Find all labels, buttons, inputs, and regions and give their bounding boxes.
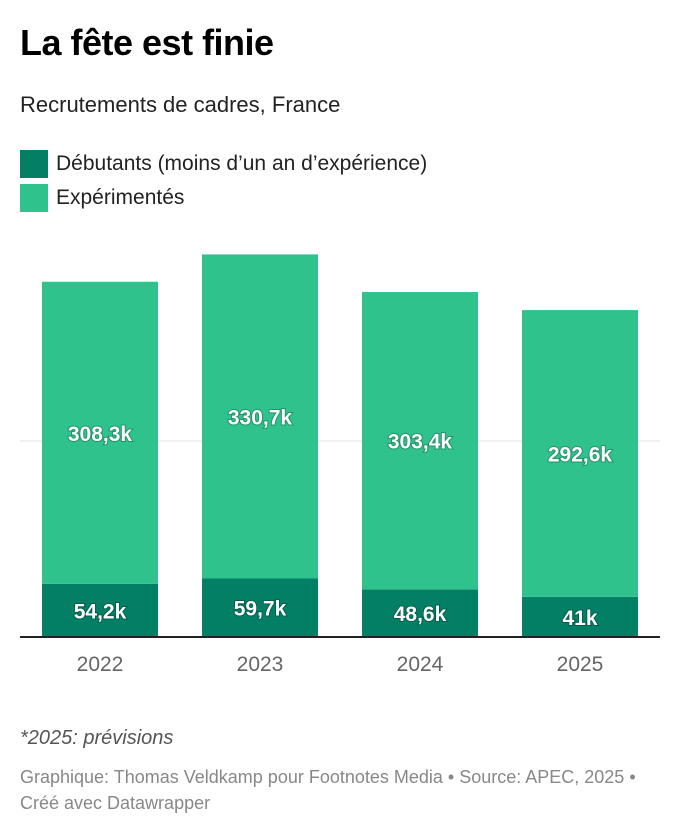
data-label: 41k: [562, 607, 597, 630]
bar-segment-experimentes-2022: [42, 281, 158, 584]
data-label: 48,6k: [394, 603, 447, 626]
bar-segment-debutants-2023: [202, 578, 318, 637]
x-tick-label: 2025: [557, 653, 604, 676]
source-footer: Graphique: Thomas Veldkamp pour Footnote…: [20, 767, 636, 813]
data-label: 292,6k: [548, 443, 613, 466]
chart-title: La fête est finie: [20, 22, 274, 63]
legend-label: Expérimentés: [56, 186, 185, 209]
data-label: 303,4k: [388, 431, 453, 454]
bar-segment-experimentes-2024: [362, 292, 478, 590]
x-tick-label: 2024: [397, 653, 444, 676]
chart-subtitle: Recrutements de cadres, France: [20, 92, 341, 117]
legend: Débutants (moins d’un an d’expérience) E…: [20, 147, 427, 215]
legend-item-debutants: Débutants (moins d’un an d’expérience): [20, 147, 427, 181]
stacked-bar-chart: 54,2k 308,3k 2022 59,7k 330,7k 2023 48,6k 303,4…: [20, 254, 660, 676]
data-label: 59,7k: [234, 598, 287, 621]
legend-swatch: [20, 150, 48, 178]
legend-swatch: [20, 184, 48, 212]
data-label: 54,2k: [74, 600, 127, 623]
bar-segment-debutants-2022: [42, 583, 158, 637]
legend-label: Débutants (moins d’un an d’expérience): [56, 152, 428, 175]
bar-segment-experimentes-2025: [522, 310, 638, 597]
legend-item-experimentes: Expérimentés: [20, 181, 427, 215]
x-tick-label: 2022: [77, 653, 124, 676]
bar-segment-experimentes-2023: [202, 254, 318, 579]
data-label: 308,3k: [68, 423, 133, 446]
forecast-note: *2025: prévisions: [20, 727, 174, 749]
x-tick-label: 2023: [237, 653, 284, 676]
bar-segment-debutants-2024: [362, 589, 478, 637]
bar-segment-debutants-2025: [522, 596, 638, 637]
data-label: 330,7k: [228, 406, 293, 429]
